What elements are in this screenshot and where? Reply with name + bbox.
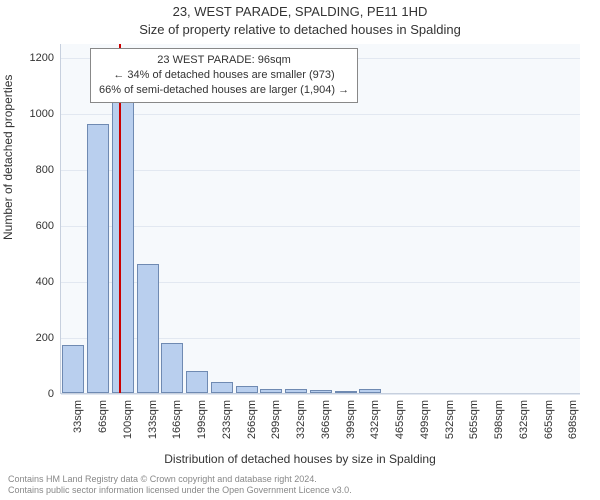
annotation-line3: 66% of semi-detached houses are larger (… xyxy=(99,83,349,98)
x-tick-label: 299sqm xyxy=(270,400,282,439)
y-axis-label: Number of detached properties xyxy=(1,75,15,240)
bar xyxy=(62,345,84,393)
x-tick-label: 399sqm xyxy=(345,400,357,439)
bar xyxy=(211,382,233,393)
y-tick-label: 600 xyxy=(26,220,54,232)
y-tick-label: 200 xyxy=(26,332,54,344)
x-tick-label: 233sqm xyxy=(221,400,233,439)
x-tick-label: 100sqm xyxy=(122,400,134,439)
x-tick-label: 665sqm xyxy=(543,400,555,439)
x-tick-label: 698sqm xyxy=(567,400,579,439)
x-tick-label: 532sqm xyxy=(444,400,456,439)
bar xyxy=(335,391,357,393)
credits: Contains HM Land Registry data © Crown c… xyxy=(8,474,352,497)
x-tick-label: 465sqm xyxy=(394,400,406,439)
credits-line2: Contains public sector information licen… xyxy=(8,485,352,496)
bar xyxy=(112,96,134,393)
annotation-box: 23 WEST PARADE: 96sqm ← 34% of detached … xyxy=(90,48,358,103)
x-tick-label: 199sqm xyxy=(196,400,208,439)
bar xyxy=(310,390,332,393)
bar xyxy=(87,124,109,393)
y-tick-label: 800 xyxy=(26,164,54,176)
page-subtitle: Size of property relative to detached ho… xyxy=(0,22,600,37)
grid-line xyxy=(61,226,580,227)
x-tick-label: 499sqm xyxy=(419,400,431,439)
x-tick-label: 166sqm xyxy=(171,400,183,439)
page-title: 23, WEST PARADE, SPALDING, PE11 1HD xyxy=(0,4,600,19)
y-tick-label: 1000 xyxy=(26,108,54,120)
grid-line xyxy=(61,114,580,115)
x-tick-label: 33sqm xyxy=(72,400,84,433)
x-tick-label: 598sqm xyxy=(493,400,505,439)
y-tick-label: 400 xyxy=(26,276,54,288)
x-tick-label: 632sqm xyxy=(518,400,530,439)
y-tick-label: 1200 xyxy=(26,52,54,64)
x-tick-label: 66sqm xyxy=(97,400,109,433)
bar xyxy=(285,389,307,393)
bar xyxy=(137,264,159,393)
x-tick-label: 565sqm xyxy=(468,400,480,439)
credits-line1: Contains HM Land Registry data © Crown c… xyxy=(8,474,352,485)
bar xyxy=(236,386,258,393)
x-tick-label: 332sqm xyxy=(295,400,307,439)
annotation-line2: ← 34% of detached houses are smaller (97… xyxy=(99,68,349,83)
x-tick-label: 366sqm xyxy=(320,400,332,439)
annotation-line1: 23 WEST PARADE: 96sqm xyxy=(99,53,349,68)
y-tick-label: 0 xyxy=(26,388,54,400)
grid-line xyxy=(61,394,580,395)
x-axis-label: Distribution of detached houses by size … xyxy=(0,452,600,466)
grid-line xyxy=(61,170,580,171)
bar xyxy=(161,343,183,393)
bar xyxy=(359,389,381,393)
bar xyxy=(186,371,208,393)
x-tick-label: 133sqm xyxy=(147,400,159,439)
x-tick-label: 266sqm xyxy=(246,400,258,439)
x-tick-label: 432sqm xyxy=(369,400,381,439)
bar xyxy=(260,389,282,393)
